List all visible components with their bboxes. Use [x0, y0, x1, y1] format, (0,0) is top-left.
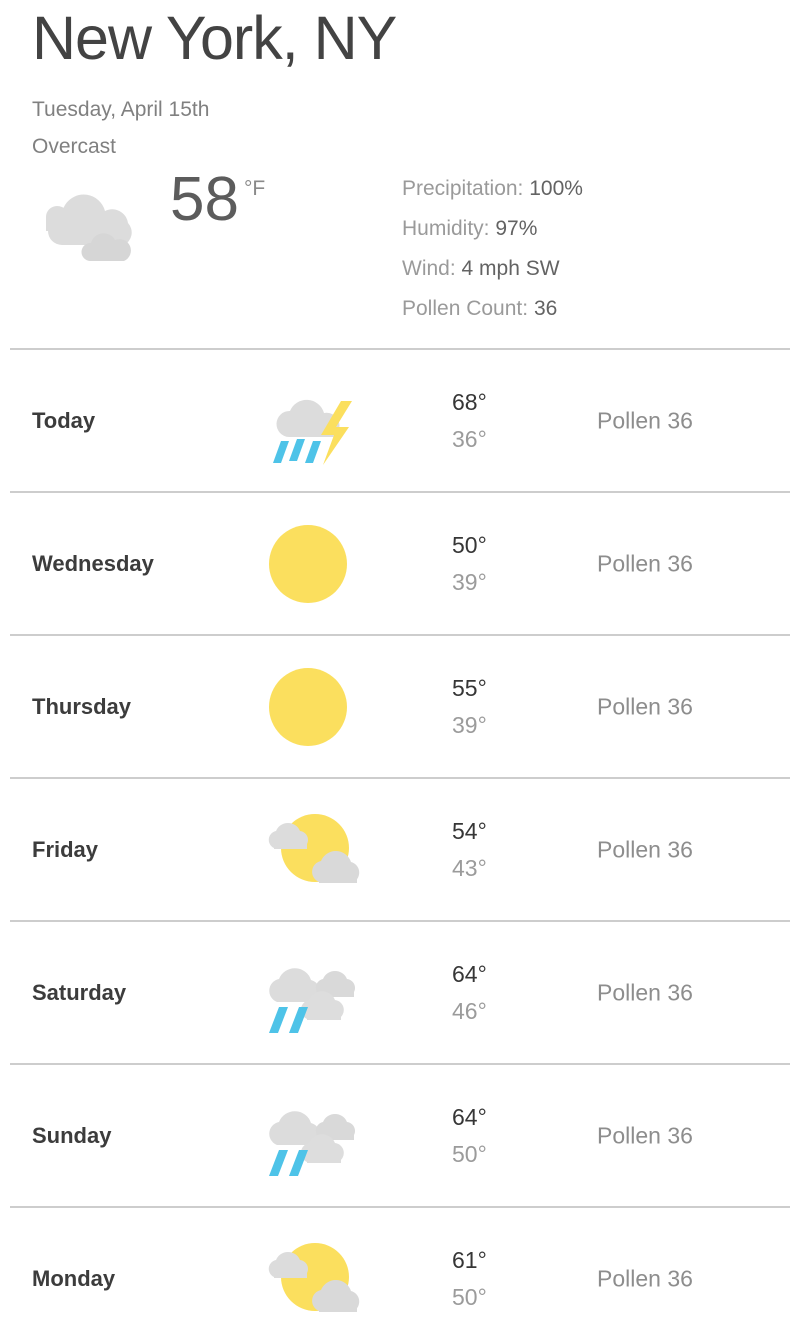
forecast-day-label: Sunday	[32, 1122, 112, 1148]
detail-label: Pollen Count:	[402, 297, 529, 320]
detail-label: Wind:	[402, 257, 456, 280]
current-temperature-group: 58 °F	[32, 165, 266, 265]
detail-label: Precipitation:	[402, 177, 524, 200]
forecast-day-label: Wednesday	[32, 550, 154, 576]
table-row[interactable]: Today 68° 36° Pollen 36	[0, 350, 800, 491]
forecast-high: 68°	[452, 388, 487, 415]
row-divider	[10, 777, 790, 779]
forecast-low: 43°	[452, 854, 487, 881]
forecast-low: 39°	[452, 711, 487, 738]
current-summary: 58 °F Precipitation: 100% Humidity: 97% …	[32, 165, 790, 319]
forecast-temps: 55° 39°	[452, 674, 487, 738]
detail-value: 97%	[495, 217, 538, 240]
rain-icon	[255, 947, 375, 1039]
table-row[interactable]: Sunday 64° 50° Pollen 36	[0, 1065, 800, 1206]
forecast-temps: 64° 50°	[452, 1103, 487, 1167]
table-row[interactable]: Saturday 64° 46° Pollen 36	[0, 922, 800, 1063]
forecast-temps: 50° 39°	[452, 531, 487, 595]
row-divider	[10, 348, 790, 350]
current-condition: Overcast	[32, 135, 117, 158]
forecast-day-label: Monday	[32, 1265, 116, 1291]
forecast-temps: 68° 36°	[452, 388, 487, 452]
table-row[interactable]: Friday 54° 43° Pollen 36	[0, 779, 800, 920]
table-row[interactable]: Monday 61° 50° Pollen 36	[0, 1208, 800, 1334]
forecast-temps: 64° 46°	[452, 960, 487, 1024]
row-divider	[10, 1063, 790, 1065]
forecast-pollen: Pollen 36	[597, 693, 693, 719]
row-divider	[10, 920, 790, 922]
thunderstorm-icon	[255, 375, 375, 467]
overcast-icon	[32, 173, 162, 265]
forecast-pollen: Pollen 36	[597, 836, 693, 862]
forecast-pollen: Pollen 36	[597, 979, 693, 1005]
detail-precipitation: Precipitation: 100%	[402, 178, 583, 199]
forecast-low: 39°	[452, 568, 487, 595]
rain-icon	[255, 1090, 375, 1182]
forecast-high: 64°	[452, 960, 487, 987]
forecast-high: 54°	[452, 817, 487, 844]
forecast-pollen: Pollen 36	[597, 407, 693, 433]
page-title: New York, NY	[32, 4, 397, 72]
forecast-temps: 61° 50°	[452, 1246, 487, 1310]
forecast-high: 55°	[452, 674, 487, 701]
forecast-high: 50°	[452, 531, 487, 558]
detail-pollen-count: Pollen Count: 36	[402, 298, 583, 319]
row-divider	[10, 491, 790, 493]
forecast-day-label: Today	[32, 407, 96, 433]
row-divider	[10, 634, 790, 636]
forecast-pollen: Pollen 36	[597, 1265, 693, 1291]
forecast-low: 46°	[452, 997, 487, 1024]
sunny-icon	[255, 661, 375, 753]
forecast-high: 61°	[452, 1246, 487, 1273]
forecast-low: 36°	[452, 425, 487, 452]
temperature-value: 58	[170, 165, 239, 234]
forecast-low: 50°	[452, 1283, 487, 1310]
current-date: Tuesday, April 15th	[32, 98, 210, 121]
forecast-day-label: Thursday	[32, 693, 132, 719]
detail-value: 36	[533, 297, 558, 320]
detail-label: Humidity:	[402, 217, 490, 240]
current-details-list: Precipitation: 100% Humidity: 97% Wind: …	[402, 178, 583, 319]
row-divider	[10, 1206, 790, 1208]
forecast-low: 50°	[452, 1140, 487, 1167]
detail-wind: Wind: 4 mph SW	[402, 258, 583, 279]
partly-cloudy-icon	[255, 804, 375, 896]
table-row[interactable]: Wednesday 50° 39° Pollen 36	[0, 493, 800, 634]
partly-cloudy-icon	[255, 1233, 375, 1325]
forecast-pollen: Pollen 36	[597, 550, 693, 576]
detail-value: 100%	[529, 177, 583, 200]
current-conditions-header: New York, NY Tuesday, April 15th Overcas…	[0, 0, 800, 320]
temperature-unit: °F	[243, 177, 266, 200]
forecast-pollen: Pollen 36	[597, 1122, 693, 1148]
forecast-list: Today 68° 36° Pollen 36	[0, 348, 800, 1334]
forecast-day-label: Saturday	[32, 979, 127, 1005]
forecast-temps: 54° 43°	[452, 817, 487, 881]
detail-humidity: Humidity: 97%	[402, 218, 583, 239]
detail-value: 4 mph SW	[461, 257, 560, 280]
forecast-high: 64°	[452, 1103, 487, 1130]
sunny-icon	[255, 518, 375, 610]
table-row[interactable]: Thursday 55° 39° Pollen 36	[0, 636, 800, 777]
forecast-day-label: Friday	[32, 836, 99, 862]
current-temperature: 58 °F	[170, 165, 266, 234]
